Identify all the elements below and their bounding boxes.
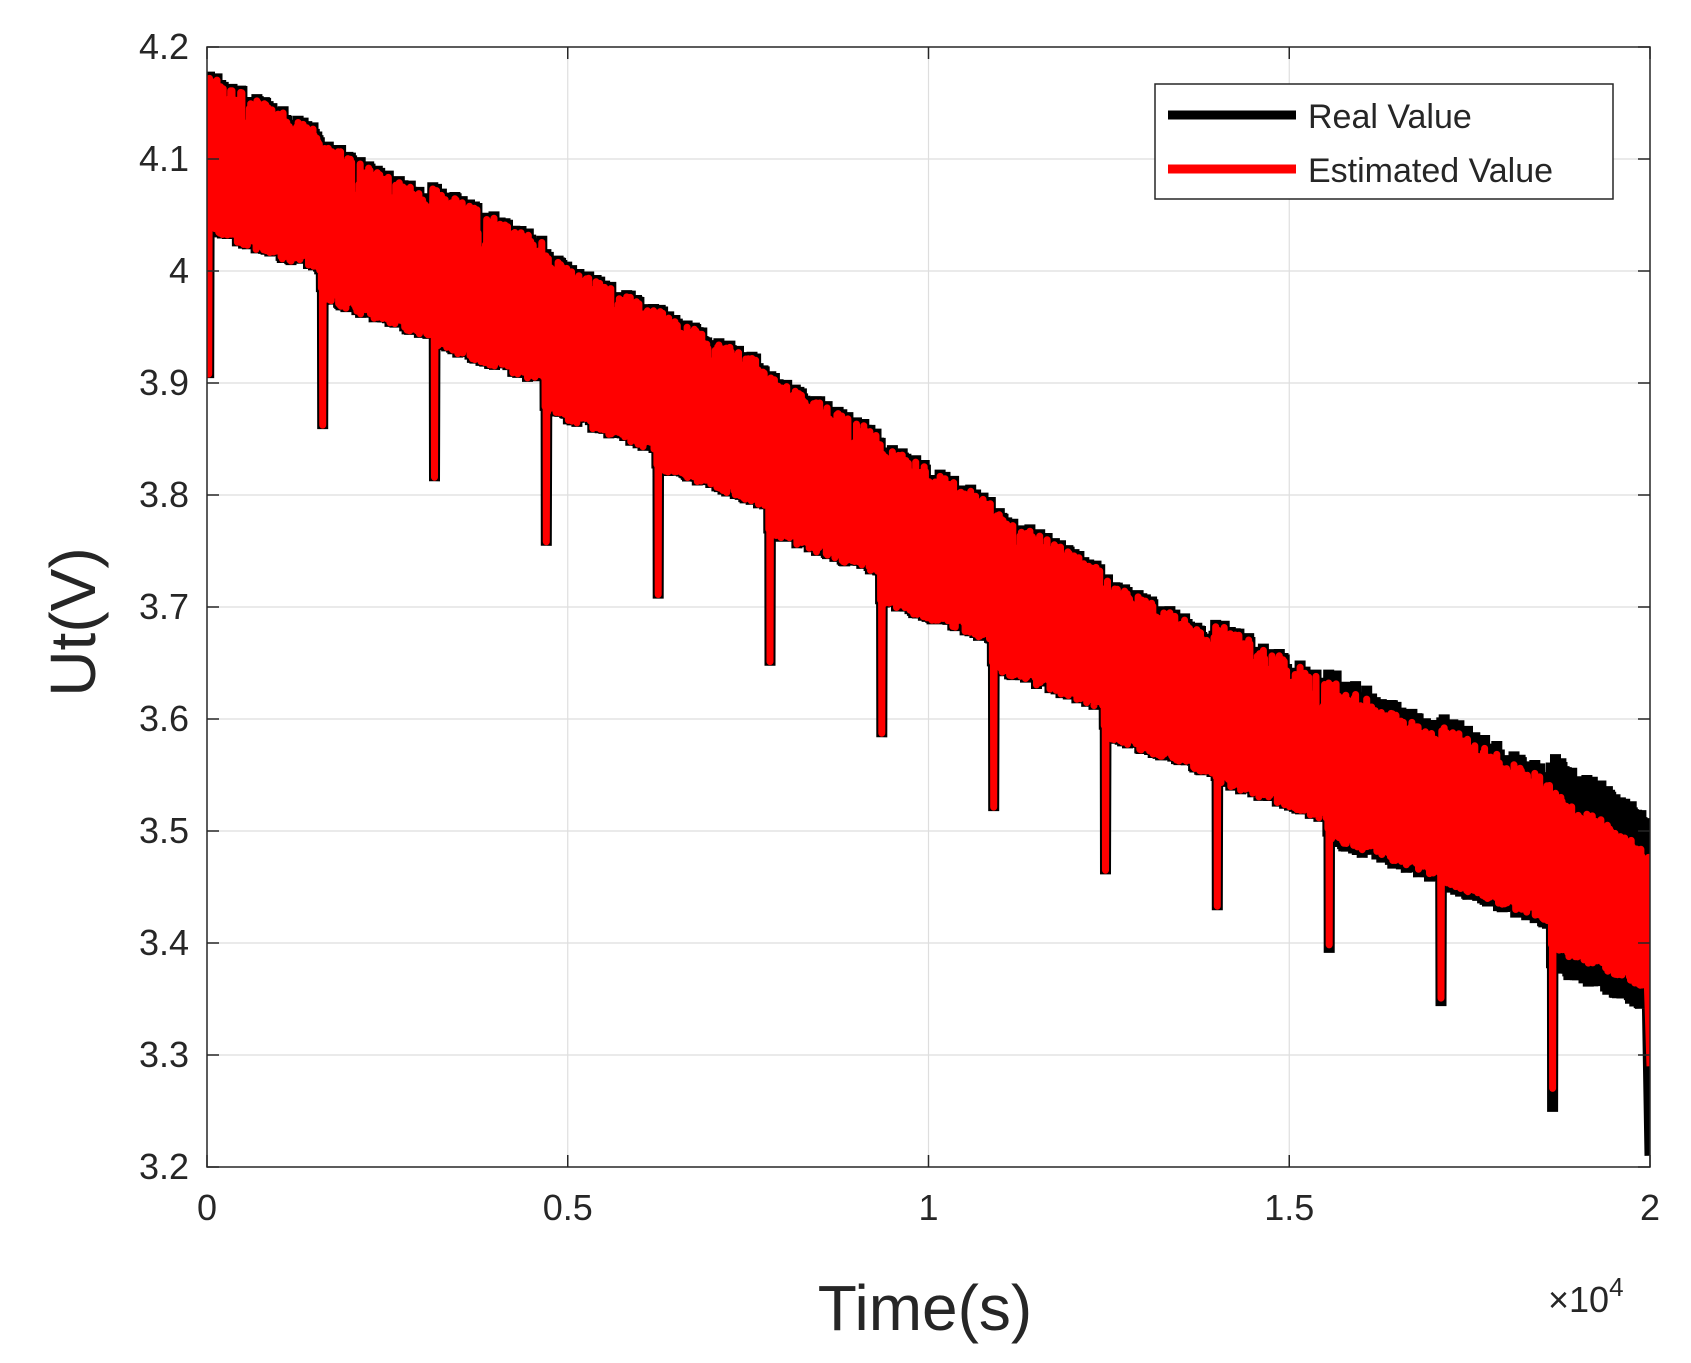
- x-exponent-label: ×104: [1548, 1272, 1624, 1320]
- x-exponent-base: ×10: [1548, 1279, 1609, 1320]
- x-tick-label: 1.5: [1264, 1187, 1314, 1228]
- y-tick-label: 3.4: [139, 922, 189, 963]
- x-axis: 0 0.5 1 1.5 2: [197, 47, 1660, 1228]
- y-tick-label: 3.6: [139, 698, 189, 739]
- legend-label-real-value: Real Value: [1308, 98, 1472, 136]
- legend: Real Value Estimated Value: [1154, 83, 1614, 200]
- y-axis-title: Ut(V): [37, 547, 109, 696]
- series-estimated-value-line: [207, 74, 1650, 1092]
- legend-label-estimated-value: Estimated Value: [1308, 152, 1553, 190]
- x-tick-label: 1: [918, 1187, 938, 1228]
- y-tick-label: 4.2: [139, 26, 189, 67]
- y-tick-label: 3.9: [139, 362, 189, 403]
- x-tick-label: 0: [197, 1187, 217, 1228]
- legend-box: [1154, 83, 1614, 200]
- y-tick-label: 3.2: [139, 1146, 189, 1187]
- x-tick-label: 2: [1640, 1187, 1660, 1228]
- series-group: [207, 71, 1650, 1156]
- y-tick-label: 3.7: [139, 586, 189, 627]
- y-axis: 3.2 3.3 3.4 3.5 3.6 3.7 3.8 3.9 4 4.1 4.2: [139, 26, 1650, 1187]
- y-tick-label: 4.1: [139, 138, 189, 179]
- y-tick-label: 4: [169, 250, 189, 291]
- y-tick-label: 3.8: [139, 474, 189, 515]
- x-exponent-power: 4: [1609, 1272, 1623, 1302]
- y-tick-label: 3.3: [139, 1034, 189, 1075]
- x-tick-label: 0.5: [543, 1187, 593, 1228]
- x-axis-title: Time(s): [818, 1272, 1032, 1344]
- y-tick-label: 3.5: [139, 810, 189, 851]
